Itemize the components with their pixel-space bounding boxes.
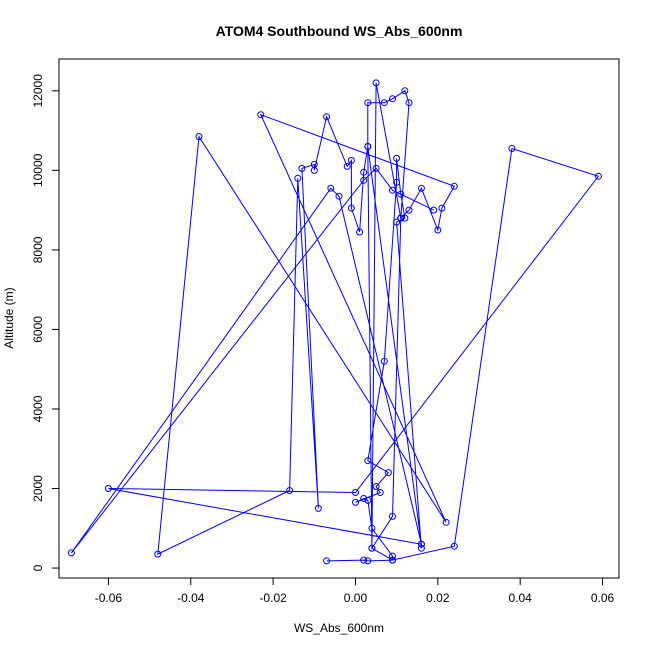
- x-tick-label: 0.00: [344, 591, 368, 605]
- chart-title: ATOM4 Southbound WS_Abs_600nm: [216, 23, 463, 39]
- data-point: [372, 79, 380, 87]
- data-point: [380, 99, 388, 107]
- data-point: [154, 550, 162, 558]
- data-point: [368, 524, 376, 532]
- data-point: [327, 184, 335, 192]
- data-point: [434, 226, 442, 234]
- data-point: [323, 113, 331, 121]
- data-point: [195, 133, 203, 141]
- data-point: [335, 192, 343, 200]
- data-point: [360, 556, 368, 564]
- data-point: [298, 164, 306, 172]
- data-point: [389, 556, 396, 564]
- y-tick-label: 2000: [31, 475, 45, 502]
- data-point: [397, 214, 405, 222]
- data-point: [286, 487, 294, 494]
- x-tick-label: 0.02: [426, 591, 450, 605]
- data-point: [364, 143, 372, 150]
- data-point: [347, 156, 355, 164]
- x-tick-label: 0.06: [591, 591, 615, 605]
- data-point: [405, 206, 413, 214]
- data-point: [417, 544, 425, 552]
- data-point: [450, 542, 458, 550]
- data-point: [393, 178, 401, 186]
- data-point: [364, 457, 372, 465]
- data-point: [364, 496, 372, 504]
- data-point: [442, 518, 450, 526]
- y-tick-label: 0: [31, 564, 45, 571]
- y-axis-label: Altitude (m): [2, 287, 16, 348]
- data-point: [314, 504, 322, 512]
- data-point: [360, 495, 368, 502]
- data-point: [352, 498, 359, 506]
- x-tick-label: -0.06: [95, 591, 123, 605]
- data-point: [417, 540, 425, 548]
- y-tick-label: 6000: [31, 316, 45, 343]
- data-point: [508, 145, 516, 152]
- data-point: [323, 557, 331, 565]
- plot-frame: [58, 58, 620, 579]
- data-point: [257, 111, 265, 119]
- data-point: [347, 204, 355, 212]
- data-point: [376, 489, 384, 496]
- data-point: [438, 204, 446, 212]
- data-point: [310, 160, 318, 168]
- series-layer: [67, 79, 602, 565]
- data-point: [393, 218, 401, 226]
- data-point: [368, 544, 376, 552]
- data-point: [360, 168, 368, 176]
- data-point: [352, 489, 359, 496]
- y-tick-label: 8000: [31, 236, 45, 263]
- data-point: [389, 552, 396, 560]
- data-point: [389, 512, 396, 520]
- data-point: [360, 176, 368, 184]
- data-point: [380, 357, 388, 365]
- data-point: [364, 99, 372, 107]
- x-axis-label: WS_Abs_600nm: [294, 621, 384, 635]
- series-line: [70, 82, 600, 562]
- data-point: [372, 483, 380, 490]
- y-axis: 0 2000 4000 6000 8000 10000 12000: [31, 74, 60, 571]
- data-point: [405, 99, 413, 107]
- data-point: [67, 549, 75, 557]
- x-axis: -0.06 -0.04 -0.02 0.00 0.02 0.04 0.06: [95, 577, 615, 605]
- data-point: [389, 186, 396, 194]
- data-point: [430, 206, 438, 214]
- data-point: [417, 184, 425, 192]
- data-point: [372, 164, 380, 172]
- data-point: [594, 172, 602, 180]
- y-tick-label: 4000: [31, 395, 45, 422]
- data-point: [356, 228, 364, 236]
- x-tick-label: -0.04: [177, 591, 205, 605]
- y-tick-label: 12000: [31, 74, 45, 108]
- data-point: [401, 214, 409, 222]
- data-point: [294, 174, 302, 182]
- x-tick-label: 0.04: [508, 591, 532, 605]
- x-tick-label: -0.02: [259, 591, 287, 605]
- data-point: [397, 190, 405, 198]
- data-point: [450, 182, 458, 190]
- data-point: [401, 87, 409, 95]
- data-point: [389, 95, 396, 103]
- data-point: [384, 469, 392, 477]
- data-point: [393, 154, 401, 162]
- data-point: [104, 485, 112, 492]
- data-point: [343, 162, 351, 170]
- y-tick-label: 10000: [31, 153, 45, 187]
- data-point: [364, 557, 372, 565]
